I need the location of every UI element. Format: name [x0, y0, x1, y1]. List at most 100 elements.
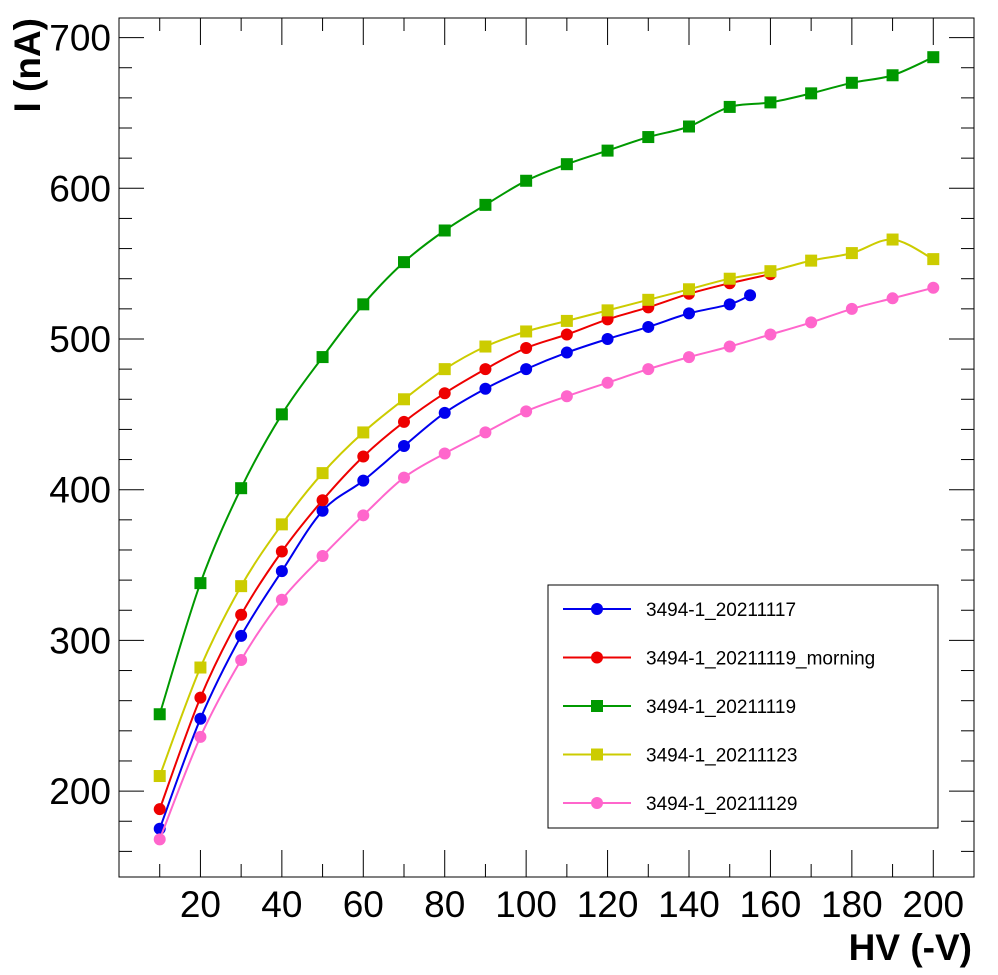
data-point — [805, 254, 818, 267]
y-tick-label: 300 — [49, 620, 111, 661]
data-point — [235, 580, 248, 593]
y-tick-label: 200 — [49, 771, 111, 812]
data-point — [398, 439, 410, 452]
series-1 — [153, 289, 757, 835]
data-point — [153, 770, 166, 783]
x-tick-label: 20 — [180, 884, 221, 925]
data-point — [398, 393, 410, 406]
legend-marker — [591, 748, 603, 761]
data-point — [520, 174, 533, 187]
data-point — [357, 450, 370, 463]
series-3 — [153, 51, 940, 721]
data-point — [479, 363, 492, 376]
data-point — [560, 158, 573, 171]
data-point — [642, 131, 655, 144]
legend-entry: 3494-1_20211129 — [563, 794, 797, 815]
data-point — [845, 76, 858, 89]
x-tick-label: 40 — [261, 884, 302, 925]
data-point — [235, 629, 248, 642]
data-point — [520, 363, 533, 376]
data-point — [520, 342, 533, 355]
data-point — [520, 325, 533, 338]
y-tick-label: 700 — [49, 18, 111, 59]
legend-entry: 3494-1_20211123 — [563, 746, 797, 767]
legend-marker — [591, 700, 603, 712]
data-point — [683, 351, 695, 364]
data-point — [723, 272, 736, 285]
data-point — [479, 198, 492, 211]
y-axis-title: I (nA) — [7, 18, 48, 113]
x-tick-label: 140 — [658, 884, 720, 925]
data-point — [235, 608, 248, 621]
data-point — [520, 405, 533, 418]
data-point — [357, 509, 370, 522]
data-point — [723, 298, 736, 311]
data-point — [744, 289, 757, 302]
legend-label: 3494-1_20211119_morning — [646, 649, 875, 670]
data-point — [194, 661, 207, 674]
data-point — [316, 504, 329, 517]
x-tick-label: 100 — [495, 884, 557, 925]
data-point — [683, 120, 695, 133]
data-point — [316, 550, 329, 563]
data-point — [438, 406, 451, 419]
data-point — [235, 653, 248, 666]
data-point — [805, 316, 818, 329]
axis-ticks — [119, 18, 974, 877]
data-point — [194, 712, 207, 725]
data-point — [560, 328, 573, 341]
data-point — [194, 577, 207, 590]
series-layer — [153, 51, 940, 846]
data-point — [683, 307, 695, 320]
data-point — [764, 265, 777, 278]
data-point — [438, 387, 451, 400]
legend: 3494-1_20211117 3494-1_20211119_morning 34… — [547, 584, 939, 829]
plot-frame — [118, 17, 975, 878]
data-point — [153, 708, 166, 721]
legend-marker — [591, 797, 603, 809]
legend-label: 3494-1_20211117 — [646, 600, 796, 621]
data-point — [560, 390, 573, 403]
x-tick-label: 60 — [343, 884, 384, 925]
data-point — [601, 313, 614, 326]
x-tick-label: 160 — [740, 884, 802, 925]
data-point — [438, 224, 451, 237]
data-point — [357, 298, 370, 311]
series-4 — [153, 233, 940, 783]
legend-label: 3494-1_20211119 — [646, 697, 796, 718]
data-point — [275, 545, 288, 558]
data-point — [438, 363, 451, 376]
y-tick-label: 500 — [49, 319, 111, 360]
data-point — [886, 69, 899, 82]
legend-marker — [591, 651, 603, 664]
data-point — [927, 281, 940, 294]
data-point — [683, 283, 695, 296]
data-point — [845, 247, 858, 260]
data-point — [357, 474, 370, 487]
data-point — [642, 320, 655, 333]
data-point — [927, 51, 940, 64]
data-point — [153, 833, 166, 846]
data-point — [398, 415, 410, 428]
data-point — [316, 351, 329, 364]
data-point — [723, 340, 736, 353]
data-point — [601, 332, 614, 345]
x-tick-label: 200 — [902, 884, 964, 925]
data-point — [438, 447, 451, 460]
data-point — [642, 363, 655, 376]
data-point — [194, 691, 207, 704]
x-axis-title: HV (-V) — [849, 927, 972, 968]
data-point — [479, 340, 492, 353]
data-point — [479, 382, 492, 395]
data-point — [845, 302, 858, 315]
data-point — [723, 100, 736, 113]
x-tick-label: 180 — [821, 884, 883, 925]
data-point — [764, 328, 777, 341]
data-point — [194, 730, 207, 743]
legend-marker — [591, 603, 603, 615]
data-point — [275, 565, 288, 578]
x-tick-label: 120 — [577, 884, 639, 925]
data-point — [805, 87, 818, 100]
